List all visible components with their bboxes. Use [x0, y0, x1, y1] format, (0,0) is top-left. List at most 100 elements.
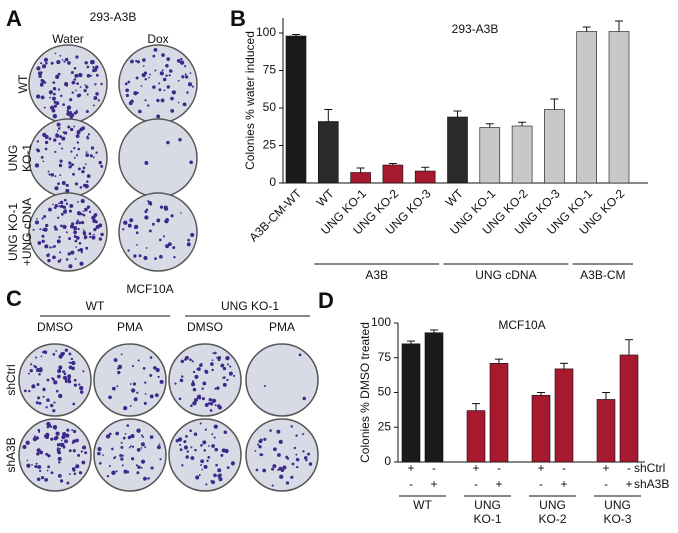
colony	[93, 227, 97, 232]
colony	[211, 444, 215, 448]
colony	[69, 98, 73, 102]
colony	[79, 186, 83, 189]
colony	[276, 429, 281, 434]
row-label: KO-1	[20, 144, 34, 172]
colony	[69, 110, 72, 114]
colony	[60, 439, 63, 442]
colony	[43, 350, 45, 353]
colony	[185, 356, 189, 360]
colony	[52, 86, 57, 91]
colony	[129, 404, 132, 407]
colony	[263, 384, 266, 387]
colony	[37, 241, 42, 245]
panel-title: 293-A3B	[90, 10, 137, 24]
colony	[226, 466, 230, 469]
colony	[156, 114, 161, 119]
colony	[198, 474, 201, 477]
colony	[33, 364, 35, 367]
colony	[185, 455, 189, 459]
colony	[123, 220, 128, 225]
colony	[74, 73, 79, 78]
colony	[124, 432, 127, 435]
colony	[75, 134, 80, 139]
bar	[511, 125, 533, 184]
colony	[63, 372, 67, 376]
colony	[67, 379, 72, 384]
column-label: DMSO	[37, 320, 73, 334]
colony	[47, 465, 51, 469]
colony	[62, 352, 65, 355]
colony	[53, 245, 56, 248]
colony	[57, 456, 62, 461]
colony	[77, 453, 81, 457]
colony	[55, 74, 60, 79]
colony	[210, 480, 213, 483]
colony	[189, 358, 192, 361]
colony	[34, 163, 40, 168]
colony	[72, 172, 75, 176]
bar	[596, 399, 616, 463]
colony	[144, 446, 147, 449]
plate	[118, 118, 198, 198]
colony	[71, 163, 75, 167]
colony	[295, 453, 298, 456]
colony	[202, 381, 207, 386]
colony	[40, 71, 43, 74]
colony	[100, 232, 104, 237]
colony	[51, 96, 56, 101]
colony	[46, 398, 50, 402]
colony	[40, 78, 44, 82]
colony	[222, 366, 227, 371]
colony	[92, 156, 95, 159]
colony	[57, 182, 60, 186]
colony	[158, 238, 162, 242]
colony	[67, 61, 71, 65]
colony	[31, 464, 33, 466]
condition-sign: +	[430, 477, 437, 491]
colony	[52, 203, 54, 206]
colony	[201, 468, 204, 471]
colony	[163, 205, 168, 210]
colony	[82, 229, 85, 231]
colony	[180, 359, 185, 364]
colony	[36, 94, 41, 99]
colony	[210, 362, 214, 366]
colony	[22, 444, 27, 450]
group-label: KO-1	[473, 512, 501, 526]
colony	[200, 444, 203, 447]
colony	[82, 213, 86, 217]
colony	[140, 447, 143, 449]
colony	[35, 436, 39, 440]
colony	[73, 147, 76, 150]
colony	[75, 246, 77, 248]
colony	[184, 73, 187, 76]
column-label: PMA	[269, 320, 295, 334]
colony	[72, 402, 76, 406]
colony	[135, 76, 139, 80]
colony	[34, 220, 40, 225]
colony	[229, 365, 232, 368]
colony	[82, 370, 85, 373]
colony	[145, 208, 149, 211]
colony	[53, 100, 57, 104]
colony	[278, 439, 283, 445]
colony	[31, 384, 36, 389]
colony	[144, 210, 148, 214]
colony	[62, 103, 65, 107]
colony	[178, 397, 182, 401]
condition-sign: -	[474, 477, 478, 491]
error-bar	[324, 109, 333, 122]
colony	[75, 236, 79, 239]
colony	[69, 204, 74, 208]
error-bar	[430, 329, 438, 333]
colony	[154, 257, 157, 260]
colony	[159, 205, 164, 209]
colony	[165, 74, 168, 77]
colony	[220, 363, 225, 368]
colony	[56, 122, 61, 127]
colony	[132, 382, 137, 386]
x-tick-label: A3B-CM-WT	[246, 186, 304, 244]
plate	[245, 343, 319, 417]
colony	[186, 450, 189, 453]
